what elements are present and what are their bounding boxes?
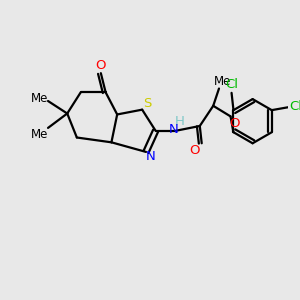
Text: N: N	[146, 150, 156, 163]
Text: O: O	[229, 117, 240, 130]
Text: Cl: Cl	[225, 78, 238, 91]
Text: N: N	[169, 123, 179, 136]
Text: S: S	[143, 98, 151, 110]
Text: O: O	[96, 59, 106, 72]
Text: O: O	[189, 143, 199, 157]
Text: Cl: Cl	[289, 100, 300, 113]
Text: H: H	[175, 115, 184, 128]
Text: Me: Me	[31, 128, 48, 141]
Text: Me: Me	[31, 92, 48, 105]
Text: Me: Me	[214, 75, 232, 88]
